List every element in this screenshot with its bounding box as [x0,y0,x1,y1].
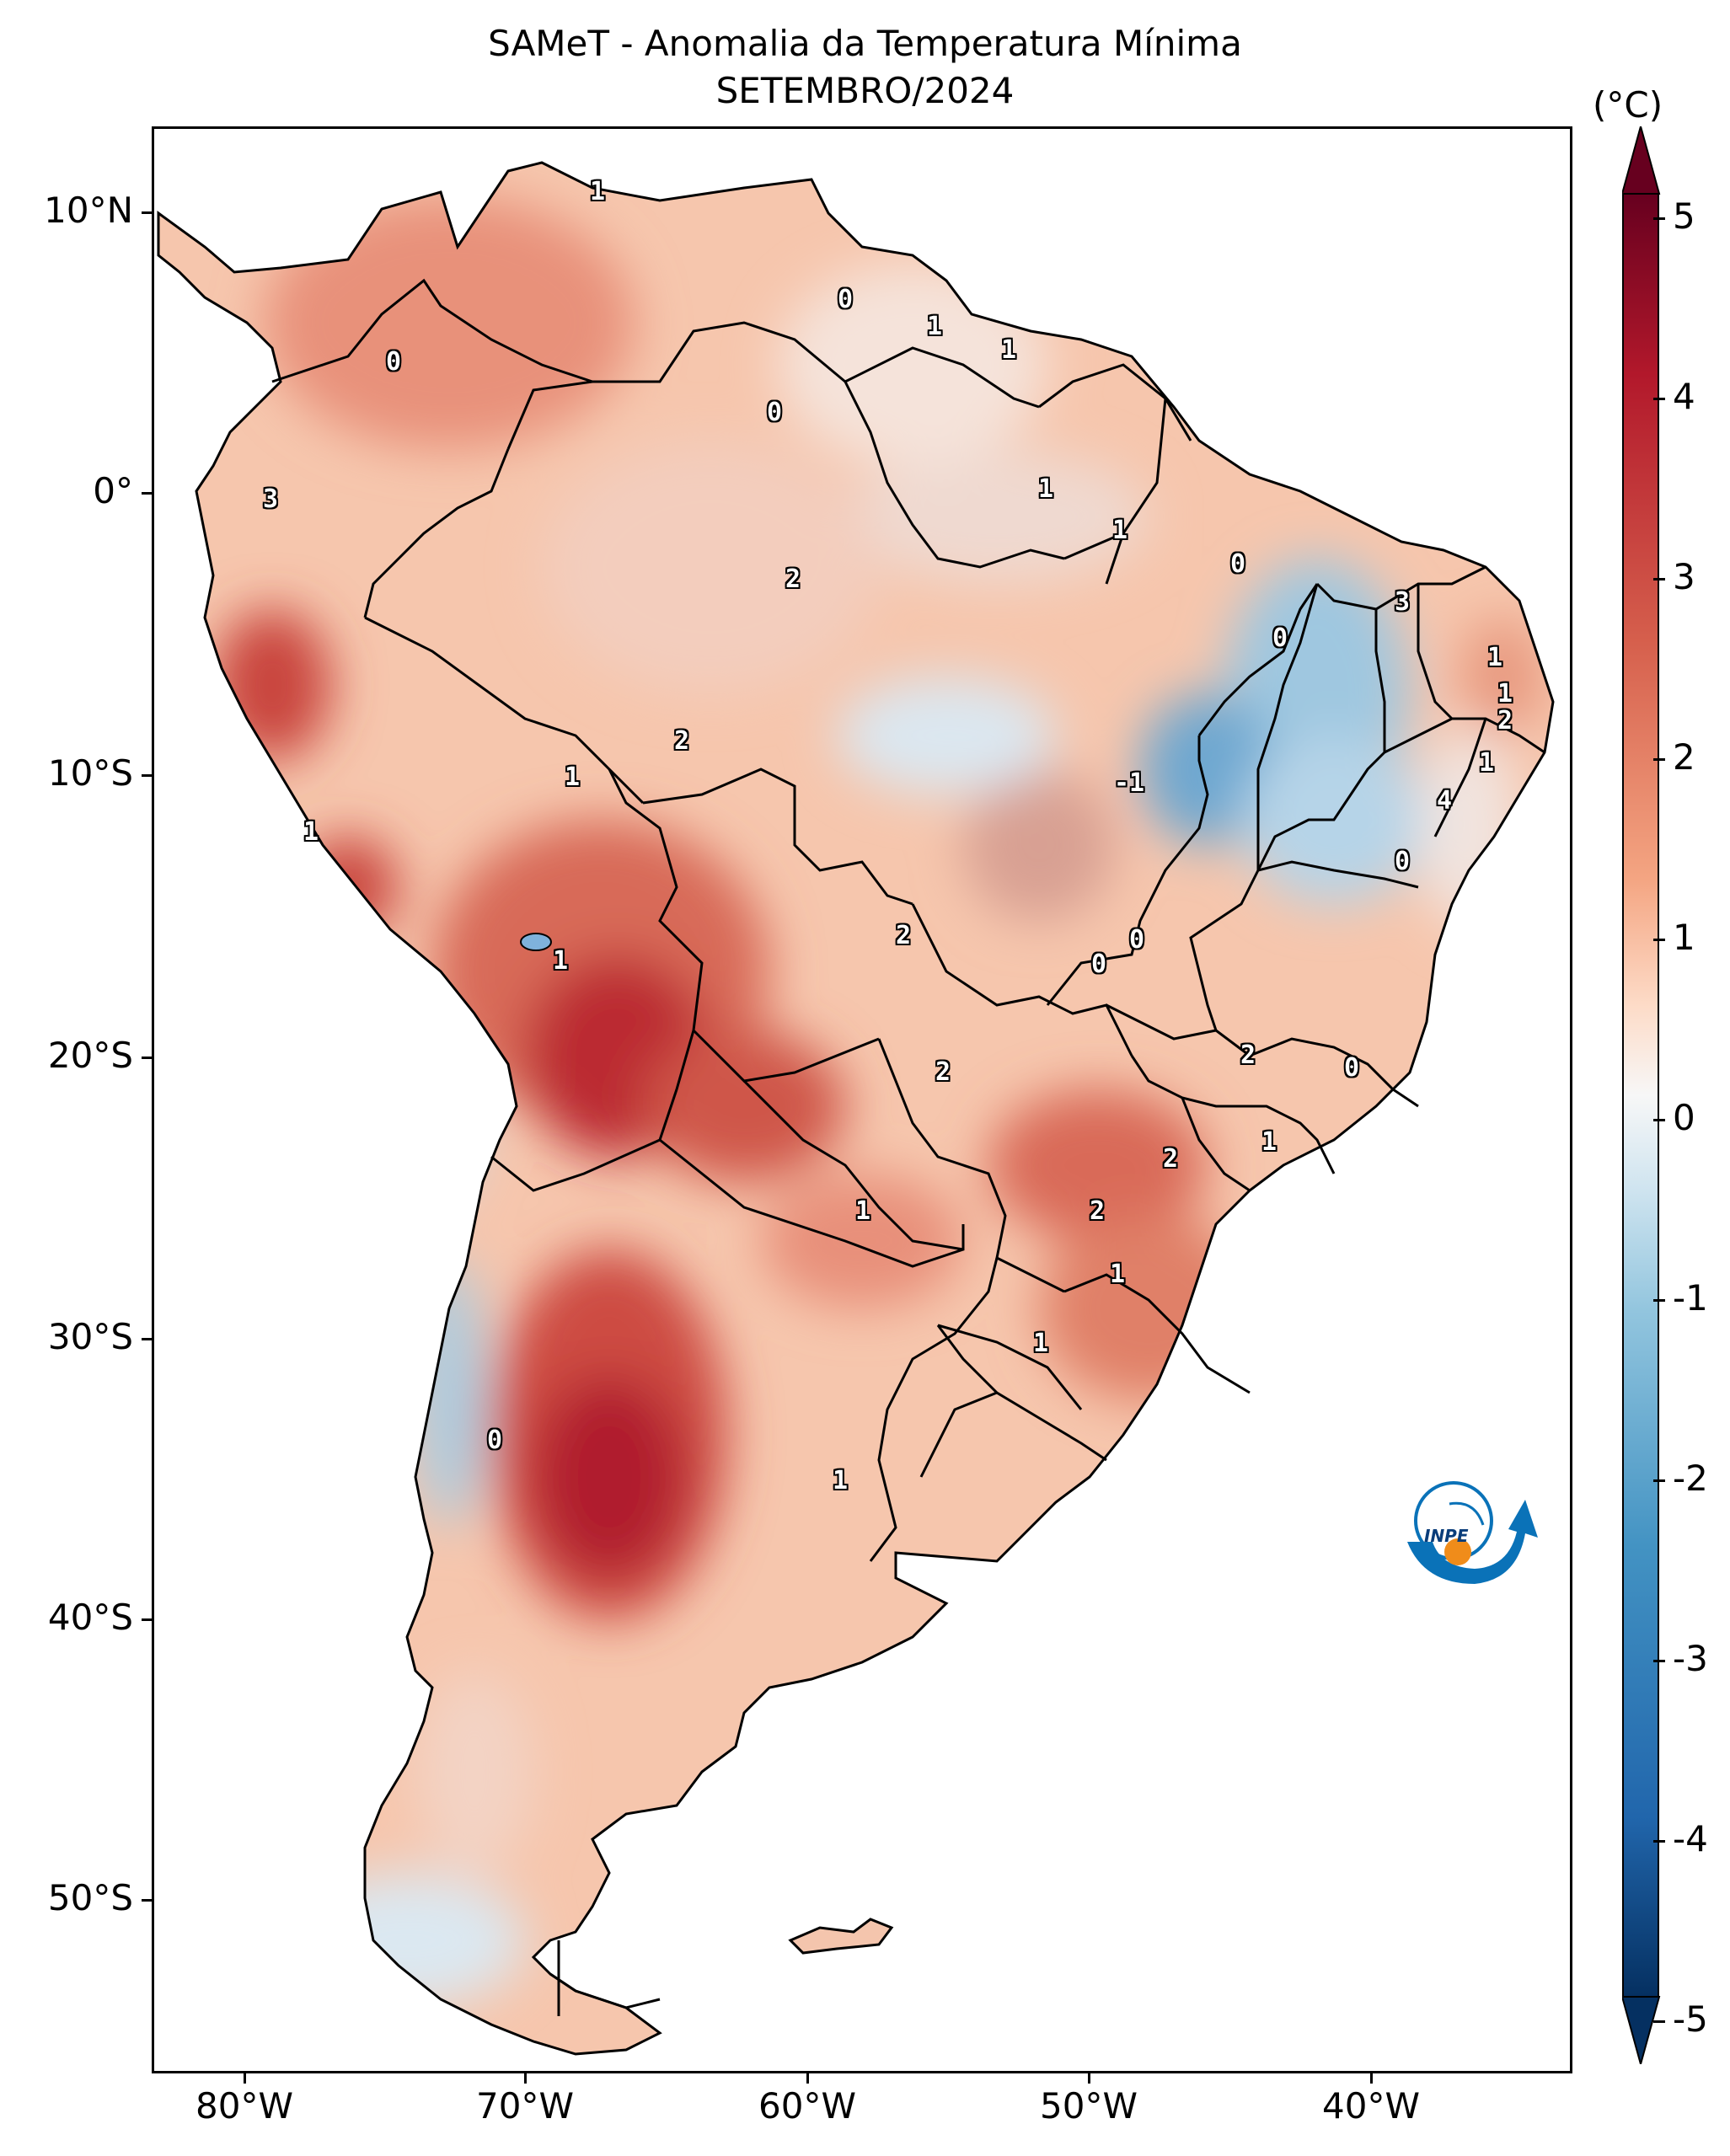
lat-tick [142,1618,152,1621]
lat-label-0: 0° [93,470,133,511]
contour-label: 0 [1344,1053,1360,1083]
colorbar-tick [1653,939,1665,941]
colorbar-label: -5 [1673,1998,1708,2040]
colorbar-lower-extend [1622,1996,1661,2064]
inpe-logo: INPE [1407,1481,1538,1584]
contour-label: 1 [927,312,943,341]
lon-tick [1370,2073,1373,2084]
colorbar-unit: (°C) [1593,84,1663,126]
contour-label: 0 [487,1426,503,1455]
colorbar-label: 2 [1673,736,1695,778]
contour-label: 3 [263,484,279,514]
country-borders [271,278,1545,2016]
lon-label-80w: 80°W [195,2085,293,2127]
colorbar-label: -4 [1673,1818,1708,1859]
contour-label: 1 [1038,474,1054,504]
contour-label: 2 [1497,706,1513,736]
lon-tick [244,2073,246,2084]
colorbar-label: -1 [1673,1277,1708,1319]
contour-label: 0 [1129,925,1145,955]
contour-label: -1 [1114,768,1145,798]
colorbar-label: -2 [1673,1458,1708,1499]
contour-label: 0 [1091,950,1107,979]
contour-label: 2 [1163,1144,1179,1174]
lat-tick [142,492,152,495]
lake-titicaca [520,933,552,951]
colorbar-tick [1653,1479,1665,1482]
contour-label: 1 [1001,335,1017,365]
colorbar-tick [1653,398,1665,400]
contour-label: 0 [767,398,783,427]
contour-label: 2 [1090,1196,1106,1226]
colorbar-label: 0 [1673,1097,1695,1138]
contour-label: 0 [1272,623,1288,653]
contour-label: 1 [1033,1329,1049,1358]
lat-label-20s: 20°S [47,1035,133,1076]
contour-label: 1 [1261,1127,1277,1157]
anomaly-field [158,163,1553,2054]
map-frame [152,126,1572,2073]
contour-label: 2 [674,726,690,756]
lon-label-60w: 60°W [758,2085,856,2127]
colorbar-tick [1653,1119,1665,1121]
contour-label: 1 [1110,1260,1126,1289]
lon-label-70w: 70°W [476,2085,574,2127]
contour-label: 1 [1487,643,1503,672]
colorbar-label: 4 [1673,376,1695,417]
falkland-islands [788,1918,894,1955]
anomaly-map [157,161,1555,2056]
colorbar [1622,126,1661,2064]
lat-tick [142,1338,152,1340]
contour-label: 1 [833,1466,849,1495]
lon-label-50w: 50°W [1040,2085,1138,2127]
contour-label: 3 [1395,587,1411,617]
lon-tick [524,2073,527,2084]
contour-label: 1 [1479,748,1495,778]
contour-label: 1 [1497,679,1513,709]
lat-tick [142,774,152,777]
lon-tick [806,2073,809,2084]
contour-label: 2 [896,921,912,950]
contour-label: 0 [1230,549,1246,579]
contour-label: 1 [303,817,319,847]
colorbar-label: -3 [1673,1638,1708,1679]
contour-label: 2 [785,564,801,594]
logo-text: INPE [1424,1526,1469,1546]
colorbar-tick [1653,1299,1665,1302]
colorbar-label: 5 [1673,195,1695,237]
lat-label-50s: 50°S [47,1877,133,1918]
lat-tick [142,1899,152,1902]
map-subtitle: SETEMBRO/2024 [715,70,1015,111]
colorbar-label: 1 [1673,917,1695,958]
contour-label: 2 [935,1057,951,1087]
contour-label: 1 [1112,516,1128,545]
colorbar-label: 3 [1673,556,1695,597]
lat-label-10n: 10°N [44,190,133,231]
colorbar-upper-extend [1622,126,1661,195]
contour-label: 1 [590,177,606,206]
colorbar-tick [1653,578,1665,580]
colorbar-tick [1653,1840,1665,1843]
lon-label-40w: 40°W [1322,2085,1420,2127]
contour-label: 1 [553,946,569,976]
colorbar-tick [1653,217,1665,220]
lon-tick [1088,2073,1090,2084]
colorbar-tick [1653,2020,1665,2023]
contour-label: 0 [1395,847,1411,876]
contour-label: 0 [386,347,402,377]
colorbar-tick [1653,1660,1665,1662]
lat-tick [142,1057,152,1059]
contour-label: 2 [1240,1041,1256,1070]
lat-label-30s: 30°S [47,1316,133,1357]
lat-label-40s: 40°S [47,1597,133,1638]
contour-label: 0 [838,285,854,314]
contour-label: 4 [1437,786,1453,816]
lat-tick [142,211,152,214]
map-title: SAMeT - Anomalia da Temperatura Mínima [488,23,1242,64]
colorbar-gradient [1622,193,1659,1998]
colorbar-tick [1653,758,1665,761]
lat-label-10s: 10°S [47,752,133,794]
contour-label: 1 [565,762,581,792]
contour-label: 1 [855,1196,871,1226]
